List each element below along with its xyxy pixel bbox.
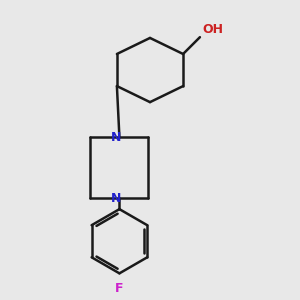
Text: N: N [111, 131, 121, 144]
Text: N: N [111, 192, 121, 205]
Text: F: F [115, 282, 124, 295]
Text: OH: OH [202, 22, 224, 36]
